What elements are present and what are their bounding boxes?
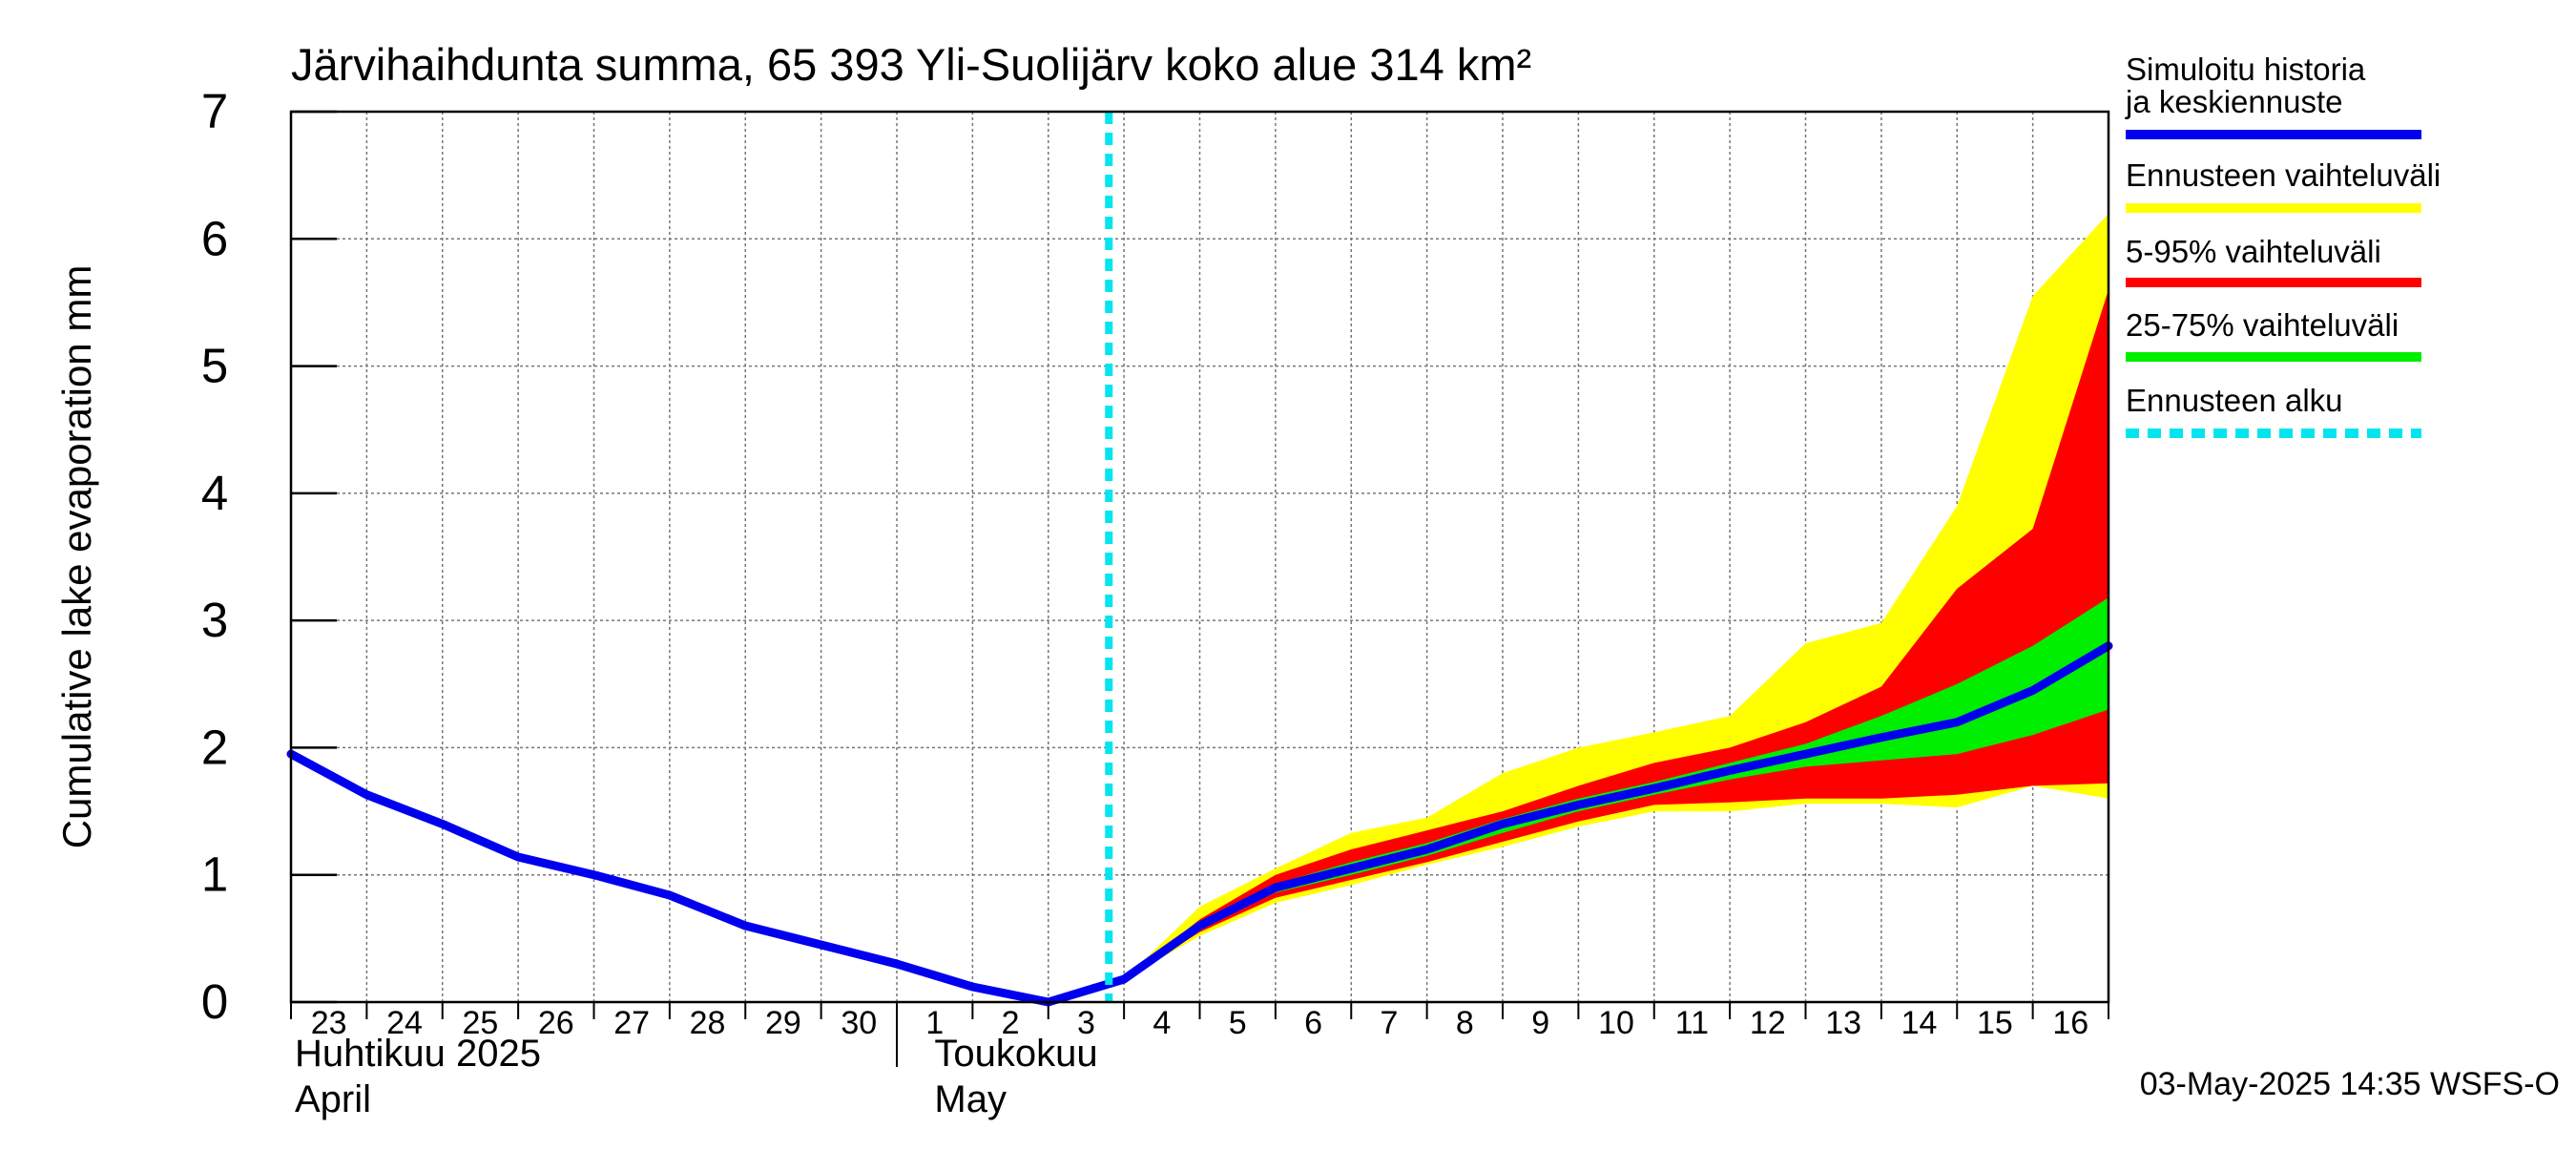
x-tick-label: 9 [1531, 1005, 1549, 1041]
y-tick-label: 6 [201, 211, 228, 265]
x-tick-label: 15 [1977, 1005, 2013, 1041]
month-label-fi: Huhtikuu 2025 [295, 1033, 541, 1075]
y-tick-label: 2 [201, 720, 228, 774]
x-tick-label: 5 [1229, 1005, 1247, 1041]
forecast-bands [1048, 213, 2109, 1003]
x-tick-label: 8 [1456, 1005, 1474, 1041]
y-axis-label: Cumulative lake evaporation mm [54, 265, 99, 849]
x-tick-label: 26 [538, 1005, 574, 1041]
legend-label: 25-75% vaihteluväli [2126, 307, 2399, 343]
x-tick-label: 29 [765, 1005, 801, 1041]
series-lines [286, 641, 2113, 1007]
x-tick-label: 4 [1153, 1005, 1171, 1041]
x-tick-label: 3 [1077, 1005, 1095, 1041]
x-tick-label: 23 [311, 1005, 347, 1041]
legend-label-line2: ja keskiennuste [2125, 84, 2342, 119]
legend-label: Ennusteen vaihteluväli [2126, 157, 2441, 193]
legend-label: Ennusteen alku [2126, 383, 2343, 418]
x-tick-label: 25 [463, 1005, 499, 1041]
x-tick-label: 24 [386, 1005, 423, 1041]
y-tick-label: 4 [201, 466, 228, 520]
series-line-mean [286, 641, 2113, 1007]
x-tick-label: 1 [925, 1005, 944, 1041]
band-25-75-vaihteluv-li [1048, 597, 2109, 1002]
month-label-en: April [295, 1078, 371, 1120]
x-tick-label: 16 [2052, 1005, 2088, 1041]
axes [289, 110, 2110, 1067]
x-tick-label: 14 [1901, 1005, 1938, 1041]
y-tick-label: 3 [201, 593, 228, 647]
x-tick-label: 11 [1675, 1005, 1709, 1041]
legend-label-line1: Simuloitu historia [2126, 52, 2366, 87]
x-tick-label: 2 [1002, 1005, 1020, 1041]
legend-label: 5-95% vaihteluväli [2126, 234, 2381, 269]
x-tick-label: 7 [1380, 1005, 1398, 1041]
chart-title: Järvihaihdunta summa, 65 393 Yli-Suolijä… [291, 39, 1531, 90]
band-ennusteen-vaihteluv-li [1048, 213, 2109, 1003]
x-tick-label: 27 [613, 1005, 650, 1041]
x-tick-label: 12 [1750, 1005, 1786, 1041]
x-tick-label: 6 [1304, 1005, 1322, 1041]
month-label-fi: Toukokuu [934, 1033, 1097, 1075]
x-tick-label: 10 [1598, 1005, 1634, 1041]
y-tick-label: 5 [201, 339, 228, 393]
x-tick-label: 13 [1825, 1005, 1861, 1041]
y-tick-label: 1 [201, 847, 228, 902]
month-label-en: May [934, 1078, 1007, 1120]
y-tick-label: 0 [201, 974, 228, 1029]
y-tick-label: 7 [201, 84, 228, 138]
x-tick-label: 28 [690, 1005, 726, 1041]
x-tick-label: 30 [841, 1005, 877, 1041]
footer-timestamp: 03-May-2025 14:35 WSFS-O [2140, 1066, 2560, 1102]
